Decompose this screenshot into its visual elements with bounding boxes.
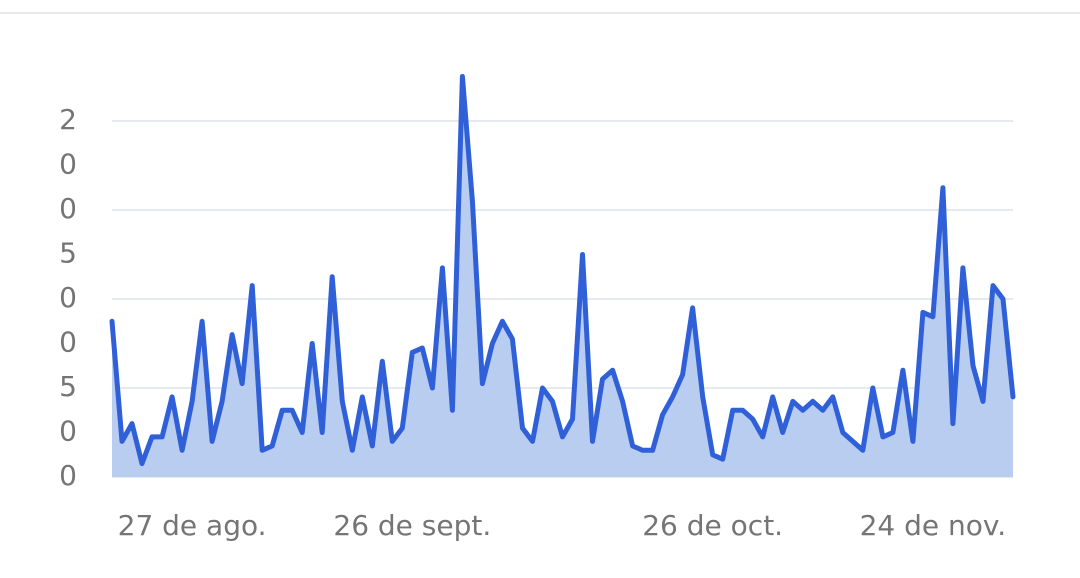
y-tick-label: 5 xyxy=(59,370,77,403)
x-tick-label: 26 de oct. xyxy=(642,509,783,542)
y-tick-label: 0 xyxy=(59,148,77,181)
x-tick-label: 24 de nov. xyxy=(860,509,1007,542)
y-tick-label: 0 xyxy=(59,459,77,492)
x-tick-label: 26 de sept. xyxy=(333,509,491,542)
y-tick-label: 0 xyxy=(59,415,77,448)
x-tick-label: 27 de ago. xyxy=(118,509,267,542)
y-tick-label: 2 xyxy=(59,103,77,136)
area-line xyxy=(109,74,1016,467)
y-tick-label: 0 xyxy=(59,281,77,314)
y-tick-label: 5 xyxy=(59,237,77,270)
y-tick-label: 0 xyxy=(59,326,77,359)
y-tick-label: 0 xyxy=(59,192,77,225)
area-fill xyxy=(112,76,1013,477)
